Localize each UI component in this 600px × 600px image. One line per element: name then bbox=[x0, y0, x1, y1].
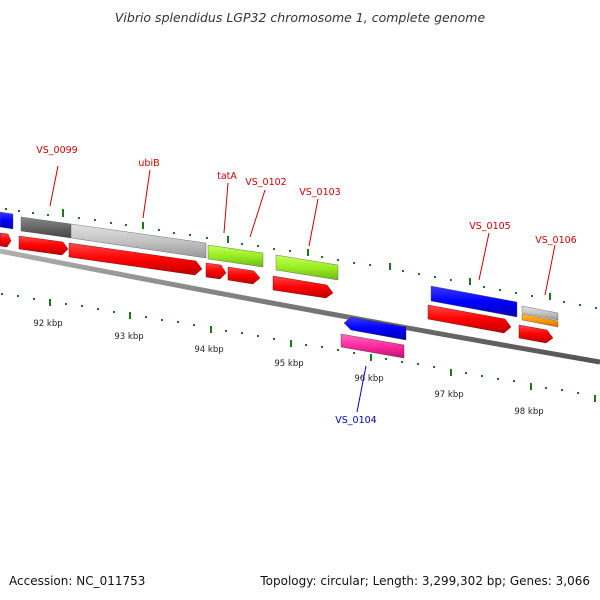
cds-arrow-vs0103[interactable] bbox=[272, 275, 334, 299]
map-title: Vibrio splendidus LGP32 chromosome 1, co… bbox=[114, 10, 486, 25]
scale-label-97kbp: 97 kbp bbox=[434, 390, 463, 400]
scale-label-93kbp: 93 kbp bbox=[114, 332, 143, 342]
leader-vs0103 bbox=[308, 198, 319, 247]
gene-bar-vs0106-orange[interactable] bbox=[521, 313, 559, 328]
leader-vs0106 bbox=[544, 244, 556, 296]
label-vs0099[interactable]: VS_0099 bbox=[36, 145, 77, 156]
gene-track bbox=[0, 211, 559, 328]
gene-bar-vs0105[interactable] bbox=[430, 285, 518, 318]
summary-text: Topology: circular; Length: 3,299,302 bp… bbox=[260, 574, 590, 588]
leader-ubib bbox=[142, 169, 151, 219]
leader-vs0104 bbox=[356, 365, 367, 413]
label-vs0103[interactable]: VS_0103 bbox=[299, 187, 340, 198]
cds-arrow-tata[interactable] bbox=[205, 262, 227, 280]
label-ubib[interactable]: ubiB bbox=[138, 158, 159, 169]
cds-arrow-left-edge[interactable] bbox=[0, 232, 12, 248]
scale-tick-track bbox=[1, 293, 596, 402]
cds-arrow-vs0106[interactable] bbox=[518, 324, 554, 344]
cds-arrow-vs0105[interactable] bbox=[427, 304, 512, 334]
leader-vs0099 bbox=[49, 165, 59, 207]
gene-bar-vs0103[interactable] bbox=[275, 254, 339, 281]
label-vs0104[interactable]: VS_0104 bbox=[335, 415, 376, 426]
cds-arrow-vs0102[interactable] bbox=[227, 266, 261, 285]
accession-text: Accession: NC_011753 bbox=[9, 574, 146, 588]
reverse-strand-track bbox=[340, 316, 407, 359]
outer-tick-track bbox=[5, 208, 597, 309]
leader-vs0102 bbox=[249, 189, 266, 238]
scale-label-95kbp: 95 kbp bbox=[274, 359, 303, 369]
gene-bar-vs0104[interactable] bbox=[340, 333, 405, 359]
gene-bar-blue-left[interactable] bbox=[0, 211, 14, 230]
scale-label-98kbp: 98 kbp bbox=[514, 407, 543, 417]
leader-tata bbox=[223, 182, 229, 234]
cds-track bbox=[0, 232, 554, 344]
gene-bar-vs0106-gray[interactable] bbox=[521, 305, 559, 321]
scale-label-94kbp: 94 kbp bbox=[194, 345, 223, 355]
gene-bar-tata[interactable] bbox=[207, 244, 264, 268]
leader-lines bbox=[49, 165, 556, 413]
leader-vs0105 bbox=[478, 232, 490, 281]
cds-arrow-vs0099[interactable] bbox=[18, 235, 69, 256]
scale-label-96kbp: 96 kbp bbox=[354, 374, 383, 384]
gene-bar-ubib[interactable] bbox=[70, 223, 207, 259]
scale-label-92kbp: 92 kbp bbox=[33, 319, 62, 329]
label-vs0105[interactable]: VS_0105 bbox=[469, 221, 510, 232]
chromosome-backbone bbox=[0, 248, 600, 365]
scale-labels: 92 kbp 93 kbp 94 kbp 95 kbp 96 kbp 97 kb… bbox=[33, 319, 543, 417]
cds-arrow-vs0104-reverse[interactable] bbox=[343, 316, 407, 341]
gene-labels: VS_0099 ubiB tatA VS_0102 VS_0103 VS_010… bbox=[36, 145, 576, 426]
label-tata[interactable]: tatA bbox=[217, 171, 237, 182]
cds-arrow-ubib[interactable] bbox=[68, 242, 203, 276]
label-vs0102[interactable]: VS_0102 bbox=[245, 177, 286, 188]
gene-bar-vs0099-dark[interactable] bbox=[20, 216, 72, 239]
label-vs0106[interactable]: VS_0106 bbox=[535, 235, 576, 246]
